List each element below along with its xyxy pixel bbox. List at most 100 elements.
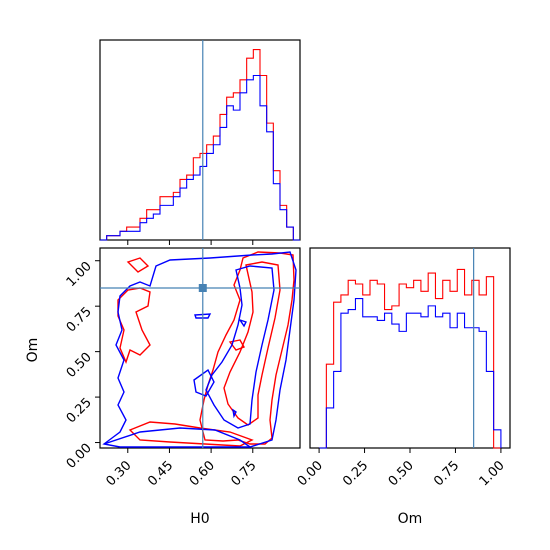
om-hist-ticks: 0.00 0.25 0.50 0.75 1.00 [295,448,508,489]
contour-red-upleft [126,257,150,273]
xlabel-om: Om [398,511,423,527]
om-hist-red-bar [443,280,450,448]
om-hist-red-bar [414,280,421,448]
h0-hist-blue-bar [107,236,114,240]
om-hist-blue-bar [443,313,450,448]
om-hist-frame [309,247,511,449]
h0-hist-red-bar [173,192,180,240]
h0-hist-red-bar [260,75,267,240]
om-ytick-label: 0.00 [64,441,95,472]
h0-hist-blue-bar [207,153,214,240]
h0-hist-blue-bar [113,236,120,240]
om-hist-red-bar [326,364,333,448]
h0-hist-blue-bar [233,110,240,240]
h0-hist-red-bar [187,175,194,240]
h0-hist-red-bar [147,210,154,240]
h0-hist-red-bar [213,136,220,240]
h0-hist-red-bar [267,123,274,240]
h0-hist-red-bar [247,58,254,240]
om-hist-red-bar [377,284,384,448]
h0-hist-red-bar [227,97,234,240]
contour-blue-small-3 [232,408,237,419]
h0-hist-red-bar [193,158,200,240]
h0-tick-label: 0.75 [229,458,260,489]
om-hist-blue-outline [319,298,502,449]
om-hist-red-bar [465,295,472,448]
om-hist-red-bar [435,299,442,448]
h0-hist-blue-bar [140,223,147,240]
om-hist-blue-bar [370,317,377,448]
h0-hist-red-bar [120,231,127,240]
h0-hist-red-bar [253,50,260,240]
om-ytick-label: 0.75 [64,304,95,335]
contour-blue-small-1 [194,313,212,319]
h0-hist-blue-bar [287,227,294,240]
contour-blue-bottom [103,427,251,448]
h0-hist-red-bar [240,80,247,240]
om-ytick-label: 1.00 [64,259,95,290]
h0-hist-blue-bar [240,93,247,240]
h0-hist-blue-bar [160,205,167,240]
h0-hist-red-bar [287,227,294,240]
h0-hist-blue-bar [127,231,134,240]
xlabel-h0: H0 [190,511,209,527]
om-hist-blue-bar [385,313,392,448]
om-xtick-label: 1.00 [477,458,508,489]
om-ytick-label: 0.50 [64,350,95,381]
h0-hist-blue-bar [267,132,274,240]
om-hist-red-bar [348,280,355,448]
om-xtick-label: 0.00 [295,458,326,489]
h0-hist-blue-bar [187,179,194,240]
om-hist-blue-bar [326,408,333,448]
contour-red-bottom [128,421,254,447]
om-hist-red-bar [486,277,493,448]
om-hist-red-bar [399,284,406,448]
h0-hist-blue-bar [193,175,200,240]
om-hist-blue-bar [348,310,355,448]
h0-hist-blue-bar [133,231,140,240]
h0-hist-blue-bar [120,231,127,240]
h0-hist-red-outline [100,48,300,241]
contour-red-small-1 [228,339,246,351]
om-hist-blue-bar [472,328,479,448]
om-hist-red-bar [450,291,457,448]
h0-hist-blue-outline [100,74,300,241]
om-hist-blue-bar [355,299,362,448]
h0-hist-blue-bar [153,214,160,240]
h0-hist-blue-bar [213,145,220,240]
om-hist-panel: 0.00 0.25 0.50 0.75 1.00 [295,247,511,489]
h0-om-contours [102,251,297,448]
om-hist-blue-bar [392,324,399,448]
h0-hist-red-bar [233,93,240,240]
om-hist-red-bar [355,284,362,448]
h0-hist-red-bar [140,218,147,240]
h0-hist-blue-bar [147,218,154,240]
contour-blue-inner [205,265,275,429]
om-xtick-label: 0.50 [386,458,417,489]
om-hist-red-bar [472,280,479,448]
h0-hist-blue-bar [260,106,267,240]
h0-om-frame [99,247,301,449]
h0-hist-red-bar [107,236,114,240]
om-hist-blue-bar [450,328,457,448]
h0-hist-bars [100,40,300,241]
contour-blue-small-2 [238,318,247,328]
h0-hist-red-bar [220,114,227,240]
om-hist-blue-bar [377,320,384,448]
h0-hist-blue-bar [167,205,174,240]
om-hist-bars [319,248,502,449]
h0-tick-label: 0.45 [145,458,176,489]
om-hist-red-bar [334,302,341,448]
om-hist-blue-bar [479,331,486,448]
om-hist-red-bar [363,295,370,448]
h0-hist-red-bar [133,227,140,240]
om-hist-blue-bar [457,313,464,448]
om-xtick-label: 0.25 [340,458,371,489]
om-hist-blue-bar [341,313,348,448]
om-hist-blue-bar [363,317,370,448]
om-hist-blue-bar [428,306,435,448]
om-xtick-label: 0.75 [431,458,462,489]
om-hist-red-bar [341,295,348,448]
om-ytick-label: 0.25 [64,395,95,426]
